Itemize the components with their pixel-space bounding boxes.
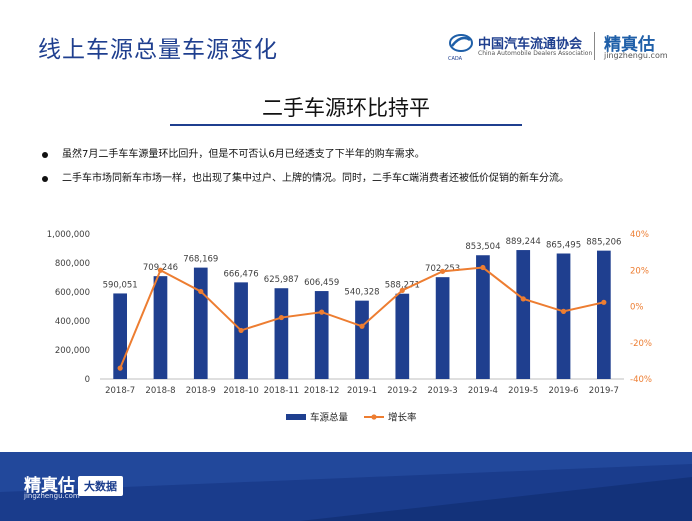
cada-emblem-icon (449, 34, 473, 52)
bar-value-label: 540,328 (344, 288, 379, 298)
growth-rate-point (319, 309, 325, 315)
y-left-tick-label: 1,000,000 (47, 230, 90, 240)
bar (596, 250, 611, 379)
brand-logo: 精真估 (604, 35, 655, 55)
growth-rate-point (601, 299, 607, 305)
x-tick-label: 2019-7 (589, 386, 619, 396)
footer-bar: 精真估 jingzhengu.com 大数据 (0, 452, 692, 521)
section-title: 二手车源环比持平 (262, 96, 430, 120)
bullet-icon (42, 176, 48, 182)
bar-value-label: 666,476 (223, 269, 258, 279)
bar (435, 277, 450, 379)
section-title-underline (170, 124, 522, 126)
x-tick-label: 2018-12 (304, 386, 340, 396)
bullet-text: 虽然7月二手车车源量环比回升，但是不可否认6月已经透支了下半年的购车需求。 (62, 149, 425, 160)
bar (153, 276, 168, 379)
cada-name: 中国汽车流通协会 (478, 37, 583, 52)
footer-decoration (0, 452, 692, 521)
y-right-tick-label: -20% (630, 339, 652, 349)
combo-chart: 1,000,000 800,000 600,000 400,000 200,000 0 40… (47, 230, 652, 424)
y-left-tick-label: 400,000 (55, 317, 90, 327)
bar (355, 300, 369, 379)
bullet-item: 虽然7月二手车车源量环比回升，但是不可否认6月已经透支了下半年的购车需求。 (40, 148, 680, 172)
growth-rate-point (480, 264, 486, 271)
y-right-tick-label: 40% (630, 230, 649, 240)
x-tick-label: 2019-2 (387, 386, 417, 396)
footer-badge: 大数据 (78, 476, 123, 496)
bullet-list: 虽然7月二手车车源量环比回升，但是不可否认6月已经透支了下半年的购车需求。 二手… (40, 148, 680, 196)
footer-url: jingzhengu.com (24, 492, 80, 500)
growth-rate-point (278, 314, 284, 321)
bar (476, 255, 490, 379)
brand-url: jingzhengu.com (604, 51, 668, 60)
x-tick-label: 2019-4 (468, 386, 498, 396)
bar (274, 288, 289, 379)
growth-rate-point (157, 267, 164, 273)
legend-swatch-bar (286, 414, 306, 420)
x-tick-label: 2019-1 (347, 386, 377, 396)
x-tick-label: 2019-5 (508, 386, 538, 396)
growth-rate-point (440, 268, 446, 274)
x-tick-label: 2019-3 (428, 386, 458, 396)
bar-value-label: 865,495 (546, 241, 581, 251)
x-tick-label: 2019-6 (548, 386, 578, 396)
bar (395, 293, 410, 379)
bullet-item: 二手车市场同新车市场一样，也出现了集中过户、上牌的情况。同时，二手车C端消费者还… (40, 172, 680, 196)
growth-rate-point (117, 365, 123, 371)
y-right-tick-label: 0% (630, 303, 644, 313)
x-tick-label: 2018-11 (264, 386, 300, 396)
growth-rate-point (238, 327, 244, 334)
legend-label: 车源总量 (310, 412, 349, 424)
y-right-tick-label: 20% (630, 266, 649, 276)
growth-rate-point (560, 308, 567, 314)
bar (516, 250, 531, 379)
y-left-tick-label: 800,000 (55, 259, 90, 269)
y-left-tick-label: 600,000 (55, 288, 90, 298)
bar-value-label: 889,244 (506, 237, 541, 247)
page-title: 线上车源总量车源变化 (38, 37, 278, 63)
y-right-tick-label: -40% (630, 375, 652, 385)
bar-value-label: 588,271 (385, 281, 420, 291)
bar-value-label: 606,459 (304, 278, 339, 288)
growth-rate-point (399, 287, 405, 293)
bullet-text: 二手车市场同新车市场一样，也出现了集中过户、上牌的情况。同时，二手车C端消费者还… (62, 173, 569, 184)
legend-swatch-point (371, 414, 377, 420)
footer-brand: 精真估 (24, 476, 75, 496)
bullet-icon (42, 152, 48, 158)
cada-logo: 中国汽车流通协会 China Automobile Dealers Associ… (448, 30, 592, 64)
growth-rate-point (520, 296, 526, 302)
growth-rate-point (359, 323, 365, 329)
x-tick-label: 2018-8 (145, 386, 175, 396)
y-left-tick-label: 200,000 (55, 346, 90, 356)
cada-mark-text: CADA (448, 56, 463, 62)
bar (193, 267, 208, 379)
growth-rate-point (198, 288, 204, 295)
x-tick-label: 2018-9 (186, 386, 216, 396)
bar-value-label: 885,206 (586, 238, 621, 248)
bar (556, 253, 571, 379)
x-tick-label: 2018-10 (223, 386, 259, 396)
bar-value-label: 768,169 (183, 255, 218, 265)
logo-divider (594, 32, 595, 60)
bar-value-label: 590,051 (103, 280, 138, 290)
bar-value-label: 853,504 (465, 242, 500, 252)
cada-english-name: China Automobile Dealers Association (478, 50, 593, 57)
x-tick-label: 2018-7 (105, 386, 135, 396)
bar (314, 291, 329, 379)
bar-value-label: 625,987 (264, 275, 299, 285)
legend-label: 增长率 (388, 412, 417, 424)
y-left-tick-label: 0 (85, 375, 90, 385)
